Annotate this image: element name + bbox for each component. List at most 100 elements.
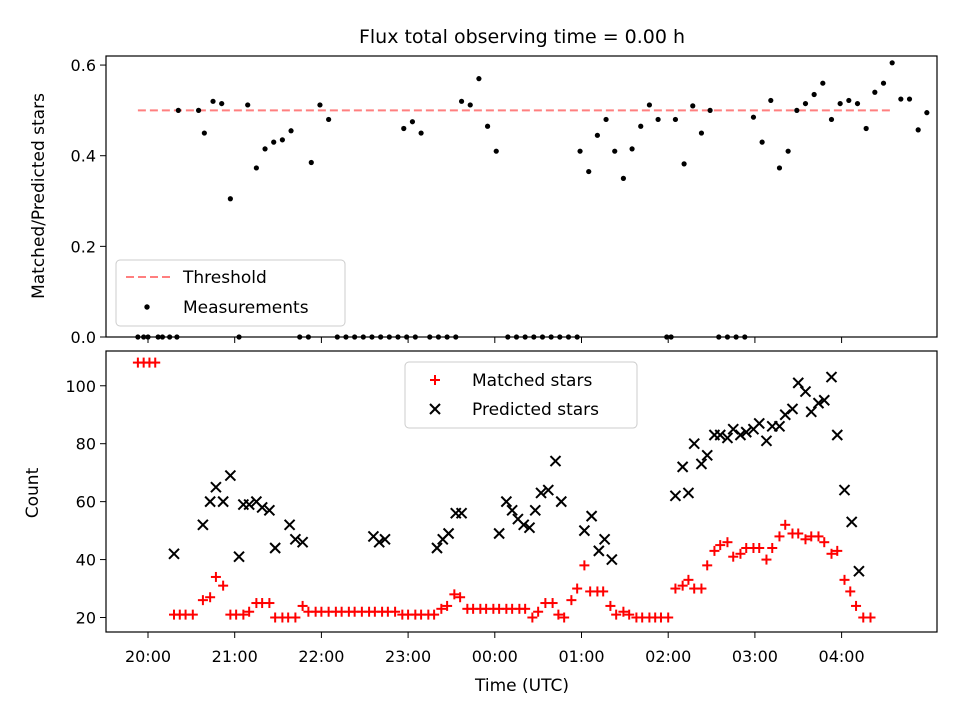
measurement-point [174, 334, 180, 340]
bottom-x-tick-label: 03:00 [732, 647, 778, 666]
bottom-y-tick-label: 100 [65, 377, 96, 396]
measurement-point [352, 334, 358, 340]
predicted-star-point [197, 519, 209, 531]
bottom-x-tick-label: 20:00 [125, 647, 171, 666]
measurement-point [776, 165, 783, 171]
matched-star-point [547, 598, 558, 609]
matched-star-point [618, 606, 629, 617]
top-plot-marks [135, 60, 930, 340]
measurement-point [646, 102, 653, 108]
bottom-legend: Matched stars Predicted stars [404, 361, 638, 429]
top-y-tick-label: 0.0 [71, 328, 96, 347]
measurement-point [854, 100, 861, 107]
measurement-point [594, 132, 600, 138]
predicted-star-point [721, 432, 734, 444]
matched-star-point [819, 537, 830, 548]
predicted-star-point [500, 495, 513, 508]
measurement-point [768, 97, 774, 104]
matched-star-point [754, 542, 765, 553]
legend-threshold-label: Threshold [182, 268, 267, 288]
predicted-star-point [682, 487, 695, 499]
top-legend-box [115, 259, 346, 327]
predicted-star-point [812, 397, 825, 409]
predicted-star-point [825, 371, 838, 383]
predicted-star-point [695, 458, 708, 470]
predicted-star-point [289, 533, 302, 546]
measurement-point [175, 107, 181, 113]
bottom-x-axis-label: Time (UTC) [474, 676, 569, 696]
measurement-point [557, 334, 563, 340]
matched-star-point [290, 612, 301, 623]
bottom-x-tick-label: 01:00 [558, 647, 604, 666]
measurement-point [262, 146, 268, 152]
bottom-y-tick-label: 40 [76, 551, 96, 570]
measurement-point [750, 114, 757, 120]
legend-matched-label: Matched stars [472, 371, 592, 391]
top-y-tick-label: 0.6 [71, 56, 96, 75]
measurement-point [724, 334, 731, 340]
matched-star-point [774, 531, 785, 542]
measurement-point [690, 103, 696, 109]
predicted-star-point [233, 550, 245, 563]
measurement-point [227, 196, 233, 202]
measurement-point [219, 100, 225, 107]
predicted-star-point [779, 409, 791, 421]
measurement-point [586, 168, 592, 175]
matched-star-point [436, 603, 447, 614]
matched-star-point [442, 600, 453, 611]
predicted-star-point [676, 461, 689, 473]
matched-star-point [683, 574, 694, 585]
bottom-y-ticks: 20 40 60 80 100 [65, 377, 106, 628]
measurement-point [629, 146, 635, 152]
matched-star-point [449, 589, 460, 600]
measurement-point [698, 130, 705, 136]
matched-star-point [851, 600, 862, 611]
measurement-point [288, 128, 294, 134]
matched-star-point [210, 571, 221, 582]
measurement-point [458, 98, 465, 104]
measurement-point [531, 334, 537, 340]
measurement-point [505, 334, 511, 340]
measurement-point [889, 60, 895, 66]
predicted-star-point [283, 519, 296, 531]
bottom-plot-marks [132, 357, 876, 623]
measurement-point [444, 334, 450, 340]
measurement-point [716, 334, 722, 340]
top-axes-frame [105, 55, 938, 338]
predicted-star-point [373, 536, 385, 548]
matched-star-point [826, 548, 837, 559]
top-y-ticks: 0.0 0.2 0.4 0.6 [71, 56, 106, 347]
measurement-point [802, 100, 809, 107]
bottom-y-tick-label: 20 [76, 609, 96, 628]
matched-star-point [187, 609, 198, 620]
measurement-point [820, 80, 826, 86]
predicted-star-point [529, 504, 541, 517]
bottom-x-tick-label: 00:00 [472, 647, 518, 666]
measurement-point [326, 116, 332, 123]
measurement-point [846, 97, 852, 104]
measurement-point [418, 130, 424, 136]
measurement-point [334, 334, 340, 340]
measurement-point [655, 116, 661, 123]
bottom-x-tick-label: 04:00 [819, 647, 865, 666]
predicted-star-point [506, 504, 518, 517]
matched-star-point [559, 612, 570, 623]
predicted-star-point [224, 469, 237, 482]
predicted-star-point [786, 403, 799, 415]
measurement-point [201, 130, 207, 136]
matched-star-point [715, 540, 726, 551]
measurement-point [915, 127, 921, 133]
predicted-star-point [455, 507, 468, 519]
measurement-point [317, 102, 323, 108]
measurement-point [476, 76, 482, 82]
measurement-point [638, 123, 644, 129]
predicted-star-point [263, 504, 276, 517]
measurement-point [668, 334, 674, 340]
matched-star-point [572, 583, 583, 594]
predicted-star-point [606, 553, 618, 566]
matched-star-point [611, 609, 622, 620]
predicted-star-point [431, 542, 443, 554]
predicted-star-point [688, 437, 700, 450]
top-y-tick-label: 0.4 [71, 147, 96, 166]
